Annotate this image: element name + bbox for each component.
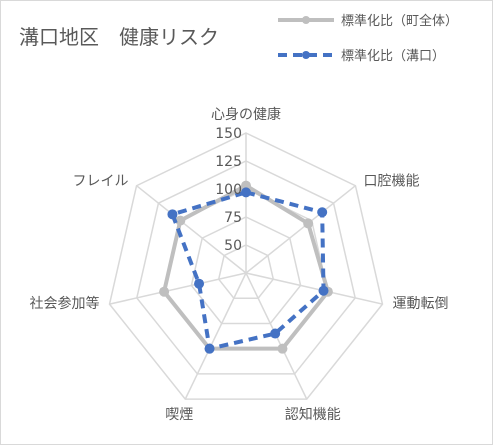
series-0-point-1 bbox=[303, 218, 314, 229]
series-1-point-5 bbox=[194, 278, 205, 289]
chart-title: 溝口地区 健康リスク bbox=[19, 25, 219, 49]
axis-label-3: 認知機能 bbox=[285, 406, 341, 423]
spoke-6 bbox=[136, 185, 247, 274]
series-1-point-1 bbox=[317, 207, 328, 218]
grid-ring-150 bbox=[108, 132, 384, 400]
series-0-point-3 bbox=[277, 343, 288, 354]
radar-series bbox=[159, 180, 333, 354]
legend-entry-town: 標準化比（町全体） bbox=[278, 13, 458, 29]
grid-ring-125 bbox=[135, 160, 357, 375]
axis-label-4: 喫煙 bbox=[165, 407, 193, 423]
series-line-1 bbox=[170, 190, 326, 351]
series-1-point-4 bbox=[204, 343, 215, 354]
axis-label-0: 心身の健康 bbox=[211, 106, 281, 123]
spoke-2 bbox=[245, 272, 383, 305]
series-1-point-6 bbox=[167, 209, 178, 220]
legend-entry-mizoguchi: 標準化比（溝口） bbox=[278, 48, 445, 64]
grid-ring-75 bbox=[190, 216, 302, 325]
tick-label-125: 125 bbox=[215, 154, 242, 170]
tick-labels: 50 75 100 125 150 bbox=[215, 126, 242, 254]
spoke-1 bbox=[245, 185, 356, 274]
tick-label-75: 75 bbox=[224, 210, 242, 226]
axis-label-1: 口腔機能 bbox=[363, 174, 419, 190]
series-1-point-2 bbox=[318, 285, 329, 296]
series-1-point-3 bbox=[270, 328, 281, 339]
legend-label-town: 標準化比（町全体） bbox=[341, 13, 458, 29]
grid-ring-50 bbox=[217, 244, 275, 299]
legend-label-mizoguchi: 標準化比（溝口） bbox=[341, 48, 445, 64]
tick-label-150: 150 bbox=[215, 126, 242, 142]
series-1-point-0 bbox=[241, 187, 251, 198]
spoke-5 bbox=[109, 272, 247, 305]
series-0-point-5 bbox=[159, 286, 170, 297]
radar-spokes bbox=[109, 133, 383, 400]
legend: 標準化比（町全体） 標準化比（溝口） bbox=[278, 13, 458, 64]
axis-label-6: フレイル bbox=[73, 174, 129, 190]
tick-label-50: 50 bbox=[224, 238, 242, 254]
axis-label-5: 社会参加等 bbox=[30, 295, 100, 312]
axis-label-2: 運動転倒 bbox=[392, 296, 448, 312]
tick-label-100: 100 bbox=[215, 182, 242, 198]
series-0-point-6 bbox=[175, 215, 186, 226]
spoke-4 bbox=[184, 272, 247, 400]
